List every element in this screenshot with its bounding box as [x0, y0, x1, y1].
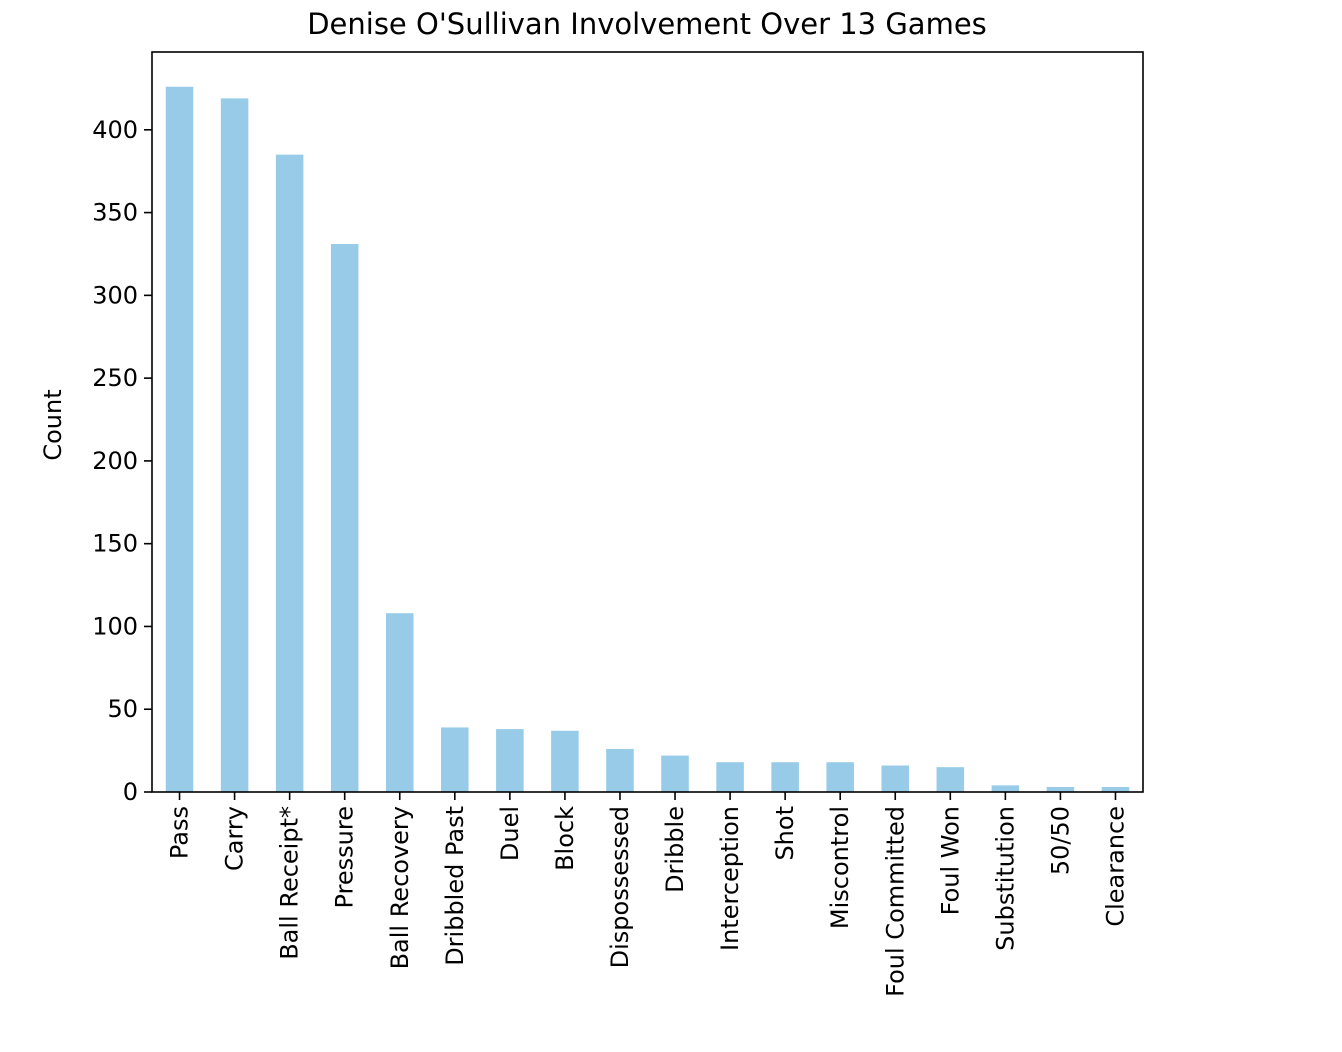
x-tick-label: Pass [166, 806, 194, 859]
x-tick-label: Clearance [1101, 806, 1129, 927]
x-tick-label: Ball Receipt* [276, 806, 304, 960]
y-tick-label: 250 [92, 364, 138, 392]
x-axis: Pass Carry Ball Receipt* Pressure Ball Recov… [166, 792, 1129, 997]
bar-interception [716, 762, 744, 792]
bar-foul-committed [881, 765, 910, 792]
bar-pass [165, 86, 194, 793]
bars-group [165, 86, 1130, 793]
x-tick-label: Miscontrol [826, 806, 854, 929]
bar-duel [496, 729, 524, 792]
bar-shot [771, 762, 799, 792]
y-tick-label: 50 [107, 695, 138, 723]
y-tick-label: 150 [92, 530, 138, 558]
plot-frame [151, 51, 1144, 793]
x-tick-label: Dribbled Past [441, 806, 469, 966]
x-tick-label: Foul Won [936, 806, 964, 915]
bar-pressure [330, 244, 359, 793]
x-tick-label: Pressure [331, 806, 359, 908]
x-tick-label: Carry [221, 806, 249, 871]
bar-ball-recovery [385, 613, 414, 792]
x-tick-label: 50/50 [1046, 806, 1074, 875]
y-axis-label: Count [39, 389, 67, 460]
bar-miscontrol [826, 762, 854, 792]
x-tick-label: Block [551, 806, 579, 871]
x-tick-label: Shot [771, 806, 799, 861]
bar-carry [220, 98, 249, 793]
bar-dribble [661, 755, 689, 792]
bar-foul-won [936, 767, 965, 792]
bar-dispossessed [606, 748, 634, 792]
x-tick-label: Foul Committed [881, 806, 909, 997]
x-tick-label: Duel [496, 806, 524, 861]
bar-50-50 [1046, 787, 1075, 792]
bar-ball-receipt [275, 154, 304, 792]
bar-clearance [1101, 787, 1130, 792]
y-tick-label: 400 [92, 116, 138, 144]
x-tick-label: Dispossessed [606, 806, 634, 968]
x-tick-label: Dribble [661, 806, 689, 893]
x-tick-label: Substitution [991, 806, 1019, 951]
bar-block [551, 730, 579, 792]
y-tick-label: 300 [92, 281, 138, 309]
chart-title: Denise O'Sullivan Involvement Over 13 Ga… [307, 7, 987, 41]
x-tick-label: Interception [716, 806, 744, 951]
y-tick-label: 200 [92, 447, 138, 475]
y-tick-label: 0 [123, 778, 138, 806]
y-axis: 0 50 100 150 200 250 300 350 400 [92, 116, 152, 806]
bar-substitution [991, 785, 1020, 792]
y-tick-label: 350 [92, 199, 138, 227]
x-tick-label: Ball Recovery [386, 806, 414, 969]
y-tick-label: 100 [92, 612, 138, 640]
bar-dribbled-past [441, 727, 469, 792]
